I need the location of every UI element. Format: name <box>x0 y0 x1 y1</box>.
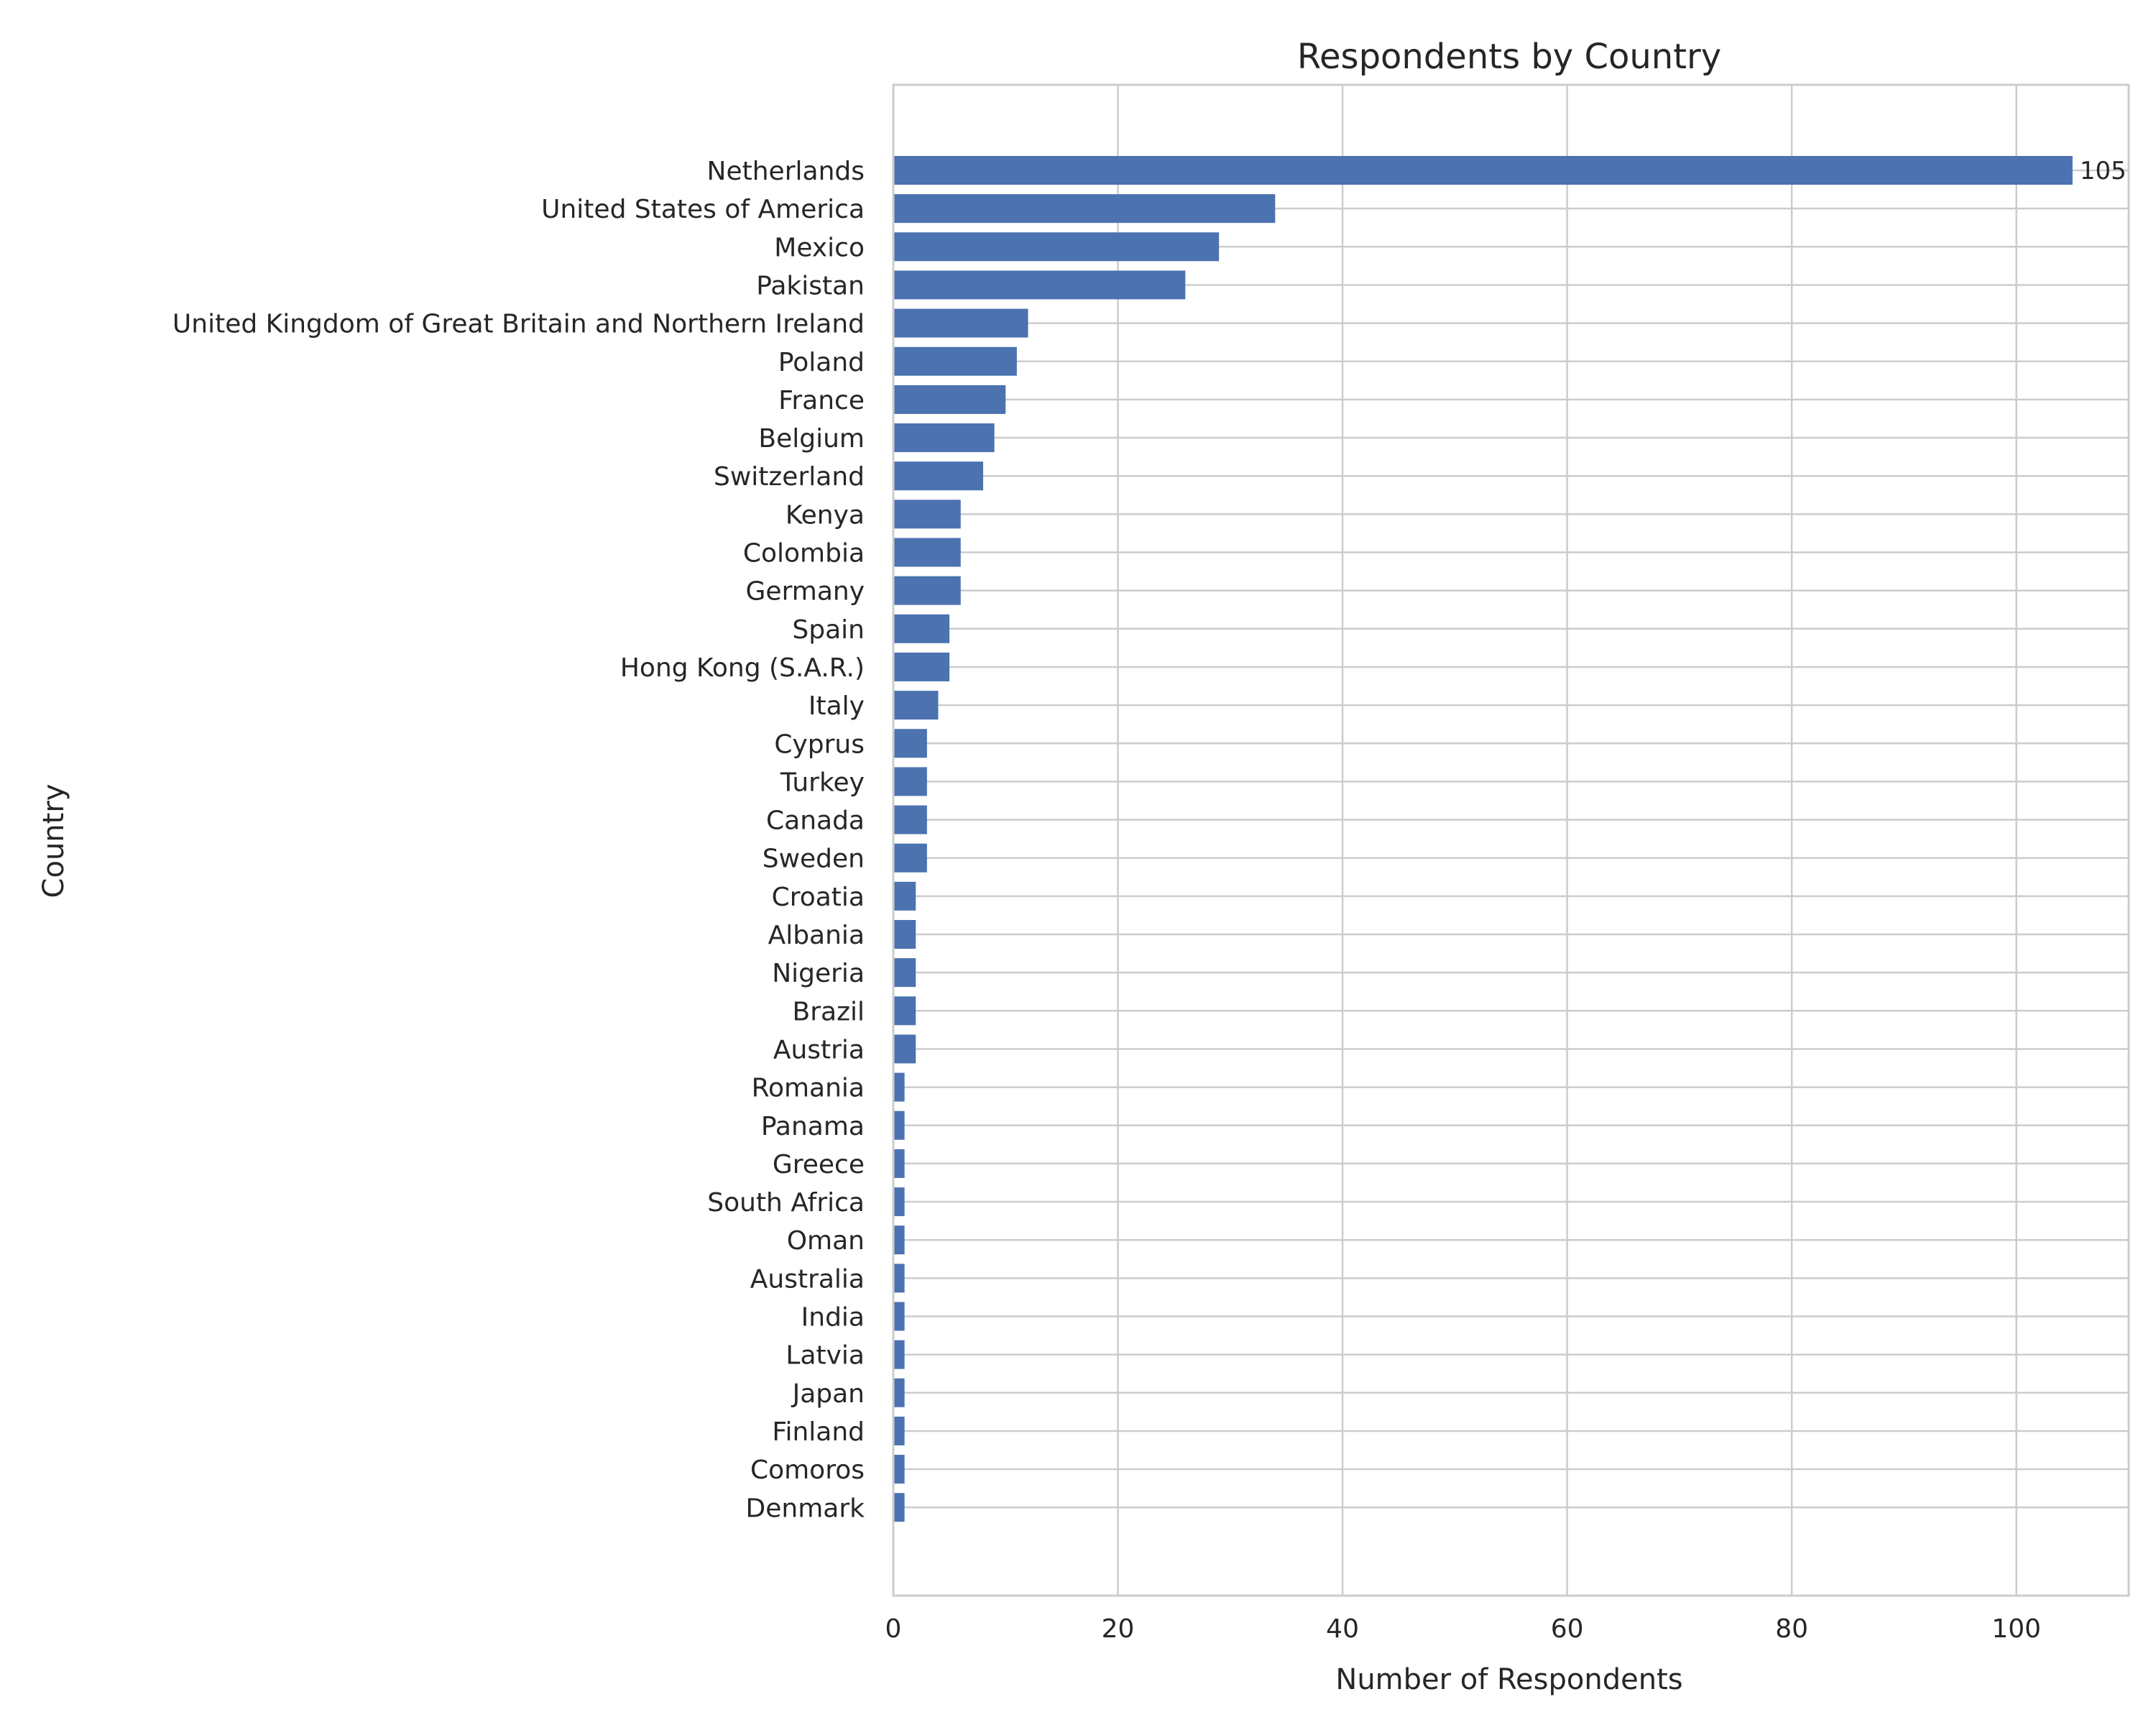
y-tick-label: Switzerland <box>714 462 865 492</box>
y-tick-label: Colombia <box>743 539 865 569</box>
bar <box>893 1072 905 1102</box>
x-tick-label: 20 <box>1102 1614 1135 1644</box>
bar <box>893 1225 905 1255</box>
plot-frame <box>892 83 2130 1597</box>
bar <box>893 308 1028 338</box>
bar <box>893 767 927 796</box>
y-tick-label: Brazil <box>793 997 865 1026</box>
bar <box>893 232 1220 262</box>
bar <box>893 346 1017 376</box>
bar <box>893 1340 905 1369</box>
bar <box>893 996 916 1026</box>
y-tick-label: Germany <box>746 577 865 607</box>
bar <box>893 385 1006 414</box>
x-tick-label: 60 <box>1551 1614 1584 1644</box>
bar <box>893 538 961 567</box>
bar <box>893 843 927 873</box>
bar <box>893 461 984 491</box>
bar <box>893 270 1186 300</box>
bar <box>893 881 916 911</box>
bar <box>893 500 961 529</box>
y-tick-label: Oman <box>787 1226 865 1256</box>
y-tick-label: Netherlands <box>707 157 865 186</box>
bar <box>893 1302 905 1331</box>
bar <box>893 1455 905 1484</box>
y-tick-label: Kenya <box>786 500 865 530</box>
x-tick-label: 100 <box>1991 1614 2041 1644</box>
y-tick-label: Greece <box>773 1150 865 1179</box>
x-axis-label: Number of Respondents <box>1335 1663 1682 1696</box>
y-tick-label: Canada <box>766 806 865 836</box>
bar <box>893 958 916 988</box>
x-tick-labels: 0 20 40 60 80 100 <box>885 1614 2042 1644</box>
bar <box>893 920 916 949</box>
y-tick-label: Italy <box>808 691 865 721</box>
y-tick-label: Pakistan <box>756 271 865 300</box>
y-tick-label: Turkey <box>780 768 865 797</box>
y-axis-label: Country <box>37 784 70 898</box>
y-tick-label: Romania <box>752 1074 865 1103</box>
bar <box>893 1416 905 1445</box>
gridlines <box>892 85 2129 1596</box>
y-tick-label: Comoros <box>750 1455 865 1485</box>
bar <box>893 652 950 681</box>
bar <box>893 1264 905 1293</box>
bar <box>893 729 927 758</box>
y-tick-label: Nigeria <box>772 959 865 988</box>
y-tick-label: Japan <box>791 1379 865 1409</box>
x-tick-label: 40 <box>1326 1614 1359 1644</box>
chart-title: Respondents by Country <box>1297 37 1721 77</box>
y-tick-label: United Kingdom of Great Britain and Nort… <box>172 310 865 339</box>
bar <box>893 691 939 720</box>
y-tick-label: Albania <box>768 921 865 950</box>
x-tick-label: 0 <box>885 1614 902 1644</box>
bar <box>893 194 1276 224</box>
bar <box>893 1110 905 1140</box>
bar <box>893 1378 905 1407</box>
y-tick-label: Cyprus <box>774 730 865 759</box>
bar <box>893 156 2073 185</box>
y-tick-label: India <box>801 1303 865 1333</box>
y-tick-label: Denmark <box>746 1494 865 1523</box>
y-tick-label: Latvia <box>786 1341 865 1371</box>
y-tick-label: South Africa <box>707 1188 865 1218</box>
y-tick-label: Belgium <box>758 424 865 454</box>
y-tick-label: Panama <box>761 1112 865 1141</box>
y-tick-label: Australia <box>750 1264 865 1294</box>
y-tick-label: Mexico <box>774 233 865 262</box>
bars <box>893 156 2073 1522</box>
bar <box>893 423 995 453</box>
y-tick-label: Austria <box>773 1035 865 1064</box>
data-labels: 105 <box>2080 157 2127 185</box>
y-tick-label: Spain <box>792 615 865 645</box>
bar <box>893 1149 905 1178</box>
bar <box>893 805 927 834</box>
bar <box>893 1034 916 1064</box>
bar <box>893 576 961 605</box>
y-tick-labels: Netherlands United States of America Mexic… <box>172 157 865 1523</box>
bar <box>893 1493 905 1522</box>
y-tick-label: France <box>778 386 865 415</box>
y-tick-label: United States of America <box>541 195 865 224</box>
x-tick-label: 80 <box>1775 1614 1808 1644</box>
bar-value-label: 105 <box>2080 157 2127 185</box>
y-tick-label: Poland <box>778 348 865 377</box>
bar <box>893 1187 905 1217</box>
y-tick-label: Sweden <box>763 845 865 874</box>
y-tick-label: Finland <box>772 1417 865 1447</box>
bar <box>893 614 950 643</box>
y-tick-label: Croatia <box>772 883 865 912</box>
y-tick-label: Hong Kong (S.A.R.) <box>620 653 865 683</box>
